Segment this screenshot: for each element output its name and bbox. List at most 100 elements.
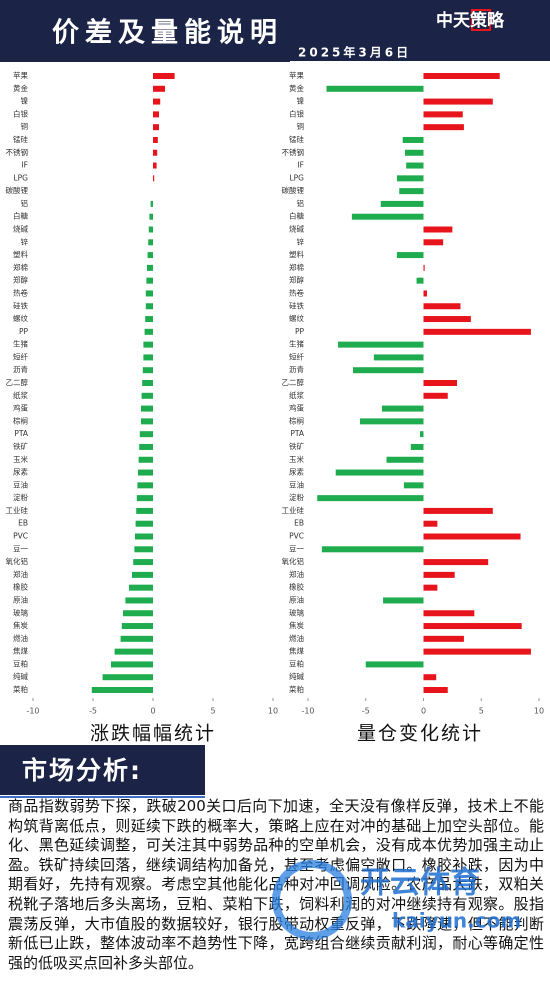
bar	[383, 597, 424, 604]
y-tick-label: 豆油	[289, 479, 304, 489]
y-tick-label: IF	[21, 161, 28, 170]
y-tick-label: 硅铁	[13, 300, 28, 310]
header-title: 价差及量能说明	[52, 17, 283, 49]
y-tick-label: 铁矿	[289, 441, 304, 451]
y-tick-label: PP	[295, 327, 305, 336]
y-tick-label: 尿素	[13, 467, 28, 477]
bar	[139, 443, 153, 450]
bar	[150, 200, 153, 207]
y-tick-label: 不锈钢	[282, 147, 305, 157]
bar	[423, 507, 493, 514]
bar	[386, 456, 424, 463]
bar	[142, 380, 153, 386]
bar	[141, 405, 153, 412]
bar	[153, 73, 175, 79]
bar	[138, 456, 153, 463]
y-tick-label: 纯碱	[289, 671, 304, 681]
bar	[403, 482, 424, 489]
y-tick-label: 短纤	[13, 351, 28, 361]
y-tick-label: 郑油	[289, 569, 304, 579]
y-tick-label: 硅铁	[289, 300, 304, 310]
y-tick-label: 橡胶	[289, 582, 304, 592]
bar	[423, 674, 437, 681]
bar	[420, 431, 424, 438]
bar	[137, 482, 153, 489]
bar	[138, 469, 153, 476]
bar	[134, 546, 153, 553]
y-tick-label: 菜粕	[13, 684, 28, 694]
y-tick-label: 玉米	[289, 454, 304, 464]
bar	[423, 687, 448, 693]
y-tick-label: 碳酸锂	[6, 185, 29, 195]
y-tick-label: 生猪	[289, 339, 304, 349]
bar	[111, 661, 153, 668]
y-tick-label: 短纤	[289, 351, 304, 361]
bar	[153, 124, 159, 131]
bar	[373, 354, 424, 361]
bar	[338, 341, 424, 348]
x-tick-label: -5	[89, 707, 97, 716]
bar	[423, 392, 448, 399]
bar	[153, 175, 155, 182]
y-tick-label: 豆粕	[289, 658, 304, 668]
bar	[423, 571, 455, 578]
y-tick-label: PP	[19, 327, 29, 336]
y-tick-label: 镍	[21, 96, 29, 106]
y-tick-label: IF	[297, 161, 304, 170]
bar	[153, 149, 158, 156]
bar	[410, 443, 424, 450]
y-tick-label: 白糖	[289, 211, 304, 221]
y-tick-label: 白银	[289, 108, 304, 118]
y-tick-label: 烧碱	[13, 224, 28, 234]
bar	[145, 316, 153, 323]
y-tick-label: 热卷	[289, 287, 304, 297]
bar	[91, 687, 153, 693]
y-tick-label: 棕榈	[289, 415, 304, 425]
bar	[423, 316, 471, 323]
y-tick-label: 焦煤	[13, 646, 28, 656]
y-tick-label: 黄金	[289, 83, 304, 93]
bar	[423, 623, 522, 630]
bar	[149, 213, 153, 220]
y-tick-label: 螺纹	[289, 313, 304, 323]
y-tick-label: 白银	[13, 108, 28, 118]
y-tick-label: 豆粕	[13, 658, 28, 668]
header-band	[0, 0, 550, 62]
y-tick-label: 生猪	[13, 339, 28, 349]
x-tick-label: 10	[268, 707, 278, 716]
y-tick-label: EB	[18, 519, 28, 528]
bar	[423, 635, 464, 642]
bar	[147, 252, 153, 259]
x-tick-label: 10	[534, 707, 544, 716]
y-tick-label: 沥青	[289, 364, 304, 374]
bar	[153, 136, 158, 143]
y-tick-label: 焦炭	[13, 620, 28, 630]
bar	[423, 533, 521, 540]
bar	[423, 610, 475, 617]
bar	[416, 277, 424, 284]
bar	[359, 418, 424, 425]
bar	[317, 495, 424, 502]
bar	[125, 597, 153, 604]
y-tick-label: 纸浆	[13, 390, 28, 400]
bar	[365, 661, 424, 668]
bar	[102, 674, 153, 681]
bar	[423, 111, 463, 118]
y-tick-label: 豆一	[289, 544, 304, 553]
bar	[423, 584, 438, 591]
y-tick-label: 尿素	[289, 467, 304, 477]
y-tick-label: 菜粕	[289, 684, 304, 694]
bar	[423, 559, 489, 566]
y-tick-label: 铝	[297, 198, 305, 208]
bar	[381, 405, 424, 412]
bar	[147, 264, 153, 271]
y-tick-label: PTA	[14, 429, 29, 438]
y-tick-label: 苹果	[289, 70, 304, 80]
y-tick-label: 铁矿	[13, 441, 28, 451]
y-tick-label: 玻璃	[13, 607, 28, 617]
y-tick-label: 铜	[21, 121, 29, 131]
analysis-heading: 市场分析:	[22, 756, 142, 785]
bar	[380, 200, 424, 207]
